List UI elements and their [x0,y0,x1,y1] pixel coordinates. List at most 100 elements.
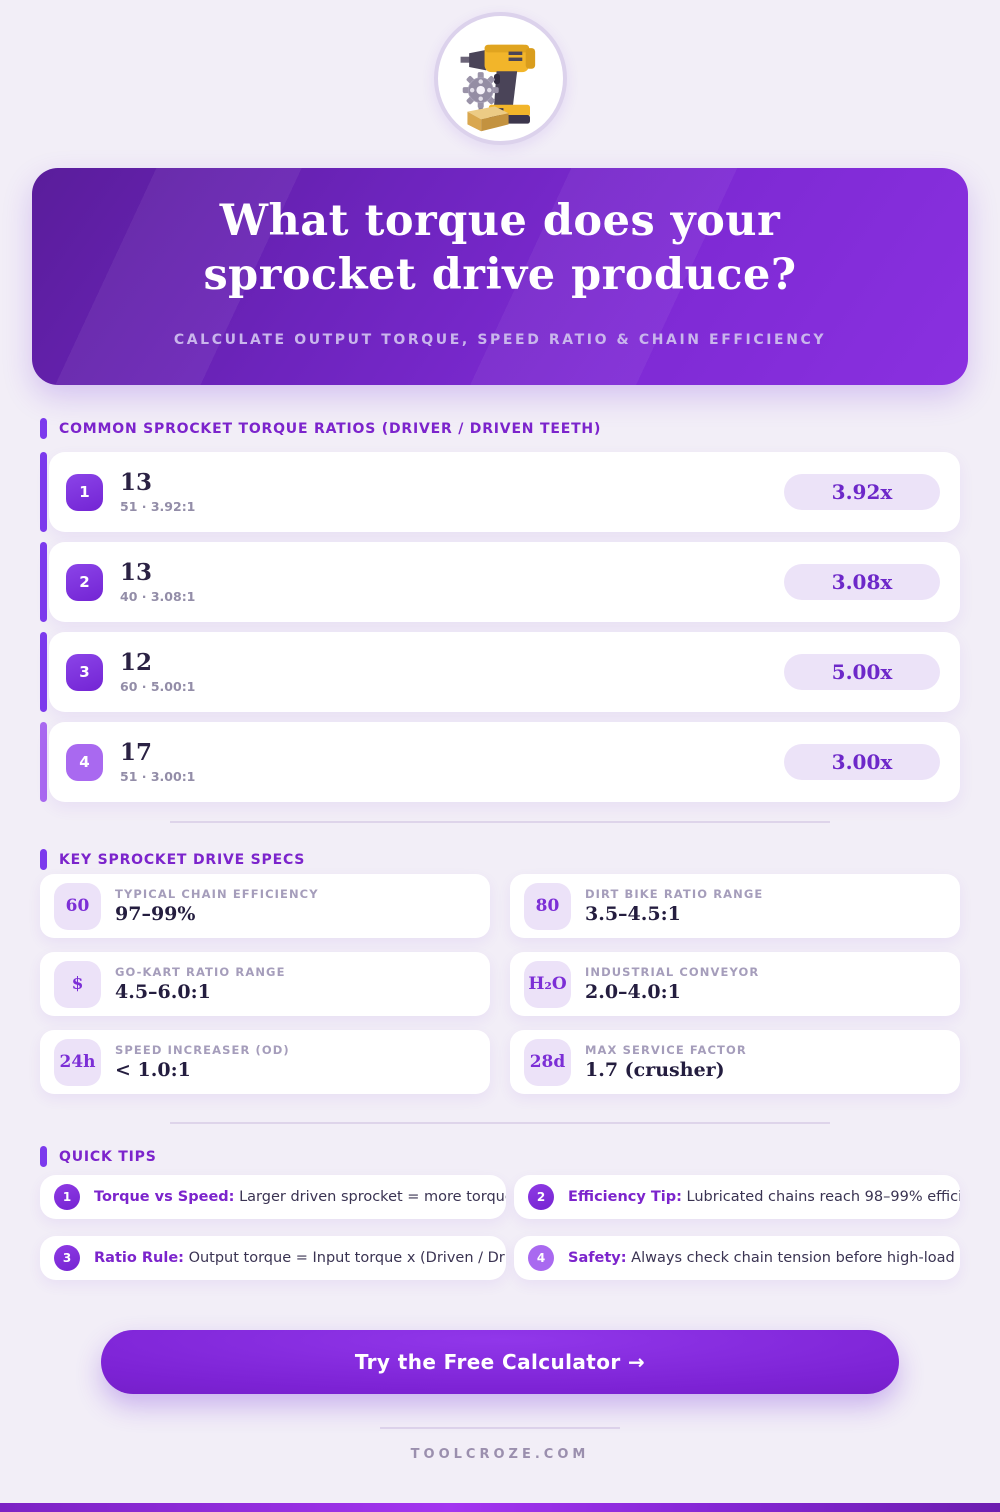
section-specs: KEY SPROCKET DRIVE SPECS 60 TYPICAL CHAI… [40,849,960,1094]
row-text: 13 51 · 3.92:1 [120,469,195,516]
spec-value: 4.5–6.0:1 [115,981,211,1003]
tips-heading-row: QUICK TIPS [40,1146,960,1167]
driven-teeth-ratio-detail: 60 · 5.00:1 [120,678,196,694]
tip-text: Efficiency Tip: Lubricated chains reach … [568,1189,960,1205]
site-name: TOOLCROZE.COM [410,1447,590,1462]
row-accent-bar [40,542,47,622]
spec-text: DIRT BIKE RATIO RANGE 3.5–4.5:1 [585,887,763,925]
specs-heading: KEY SPROCKET DRIVE SPECS [59,851,306,868]
tip-label: Efficiency Tip: [568,1189,682,1205]
torque-multiplier-pill: 3.08x [784,564,940,600]
tip-card: 2 Efficiency Tip: Lubricated chains reac… [514,1175,960,1219]
section-ratios: COMMON SPROCKET TORQUE RATIOS (DRIVER / … [40,418,960,802]
spec-card: 28d MAX SERVICE FACTOR 1.7 (crusher) [510,1030,960,1094]
tip-text: Torque vs Speed: Larger driven sprocket … [94,1189,506,1205]
section-accent-bar [40,418,47,439]
ratio-card: 1 13 51 · 3.92:1 3.92x [49,452,960,532]
spec-text: TYPICAL CHAIN EFFICIENCY 97–99% [115,887,319,925]
spec-card: $ GO-KART RATIO RANGE 4.5–6.0:1 [40,952,490,1016]
spec-badge: 24h [54,1038,101,1086]
driven-teeth-ratio-detail: 51 · 3.00:1 [120,768,196,784]
spec-label: INDUSTRIAL CONVEYOR [585,965,760,979]
spec-value: < 1.0:1 [115,1059,191,1081]
free-calculator-button[interactable]: Try the Free Calculator → [101,1330,899,1394]
ratio-row: 3 12 60 · 5.00:1 5.00x [40,632,960,712]
spec-badge: 80 [524,882,571,930]
tip-number-badge: 2 [528,1184,554,1210]
spec-text: SPEED INCREASER (OD) < 1.0:1 [115,1043,290,1081]
torque-multiplier-pill: 5.00x [784,654,940,690]
spec-label: DIRT BIKE RATIO RANGE [585,887,764,901]
specs-heading-row: KEY SPROCKET DRIVE SPECS [40,849,960,870]
spec-card: 80 DIRT BIKE RATIO RANGE 3.5–4.5:1 [510,874,960,938]
row-accent-bar [40,452,47,532]
ratios-heading: COMMON SPROCKET TORQUE RATIOS (DRIVER / … [59,420,602,437]
spec-card: 60 TYPICAL CHAIN EFFICIENCY 97–99% [40,874,490,938]
spec-text: MAX SERVICE FACTOR 1.7 (crusher) [585,1043,747,1081]
spec-value: 97–99% [115,903,196,925]
driver-teeth-value: 12 [120,648,153,676]
torque-multiplier-pill: 3.92x [784,474,940,510]
page-title-line1: What torque does your [219,196,781,246]
tip-card: 1 Torque vs Speed: Larger driven sprocke… [40,1175,506,1219]
spec-badge: 60 [54,882,101,930]
spec-badge: $ [54,960,101,1008]
ratio-card: 4 17 51 · 3.00:1 3.00x [49,722,960,802]
hero-banner: What torque does your sprocket drive pro… [32,168,968,385]
page-title-line2: sprocket drive produce? [203,250,797,300]
ratio-row: 2 13 40 · 3.08:1 3.08x [40,542,960,622]
driven-teeth-ratio-detail: 51 · 3.92:1 [120,498,196,514]
spec-badge: 28d [524,1038,571,1086]
row-accent-bar [40,722,47,802]
spec-value: 2.0–4.0:1 [585,981,681,1003]
spec-label: GO-KART RATIO RANGE [115,965,286,979]
spec-badge: H₂O [524,960,571,1008]
row-number-badge: 4 [66,743,103,781]
section-accent-bar [40,849,47,870]
spec-label: SPEED INCREASER (OD) [115,1043,290,1057]
spec-card: H₂O INDUSTRIAL CONVEYOR 2.0–4.0:1 [510,952,960,1016]
spec-value: 1.7 (crusher) [585,1059,725,1081]
page-title: What torque does your sprocket drive pro… [32,194,968,302]
divider [170,821,830,823]
section-tips: QUICK TIPS 1 Torque vs Speed: Larger dri… [40,1146,960,1280]
ratio-card: 2 13 40 · 3.08:1 3.08x [49,542,960,622]
row-text: 12 60 · 5.00:1 [120,649,195,696]
tip-body: Output torque = Input torque x (Driven /… [188,1250,506,1266]
tip-card: 4 Safety: Always check chain tension bef… [514,1236,960,1280]
tip-cards-grid: 1 Torque vs Speed: Larger driven sprocke… [40,1175,960,1280]
spec-label: MAX SERVICE FACTOR [585,1043,747,1057]
spec-text: INDUSTRIAL CONVEYOR 2.0–4.0:1 [585,965,759,1003]
section-accent-bar [40,1146,47,1167]
tips-heading: QUICK TIPS [59,1148,157,1165]
divider [170,1122,830,1124]
spec-label: TYPICAL CHAIN EFFICIENCY [115,887,319,901]
driver-teeth-value: 17 [120,738,153,766]
row-number-badge: 3 [66,653,103,691]
logo [0,12,1000,145]
ratio-row: 4 17 51 · 3.00:1 3.00x [40,722,960,802]
tip-text: Safety: Always check chain tension befor… [568,1250,960,1266]
tip-body: Always check chain tension before high-l… [631,1250,960,1266]
driver-teeth-value: 13 [120,558,153,586]
page-subtitle: CALCULATE OUTPUT TORQUE, SPEED RATIO & C… [173,332,827,348]
cta-row: Try the Free Calculator → [0,1330,1000,1394]
torque-multiplier-pill: 3.00x [784,744,940,780]
tip-text: Ratio Rule: Output torque = Input torque… [94,1250,506,1266]
row-accent-bar [40,632,47,712]
driven-teeth-ratio-detail: 40 · 3.08:1 [120,588,196,604]
tip-number-badge: 1 [54,1184,80,1210]
drill-gear-logo-icon [460,44,536,131]
tip-label: Torque vs Speed: [94,1189,235,1205]
tip-body: Larger driven sprocket = more torque, le… [239,1189,506,1205]
spec-card: 24h SPEED INCREASER (OD) < 1.0:1 [40,1030,490,1094]
ratios-heading-row: COMMON SPROCKET TORQUE RATIOS (DRIVER / … [40,418,960,439]
spec-text: GO-KART RATIO RANGE 4.5–6.0:1 [115,965,286,1003]
spec-value: 3.5–4.5:1 [585,903,681,925]
ratio-row: 1 13 51 · 3.92:1 3.92x [40,452,960,532]
logo-circle [433,12,567,145]
ratio-card: 3 12 60 · 5.00:1 5.00x [49,632,960,712]
tip-label: Safety: [568,1250,627,1266]
driver-teeth-value: 13 [120,468,153,496]
row-number-badge: 1 [66,473,103,511]
